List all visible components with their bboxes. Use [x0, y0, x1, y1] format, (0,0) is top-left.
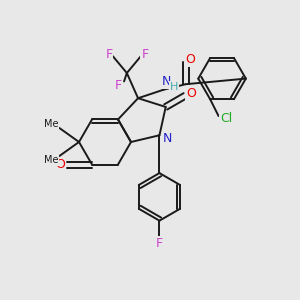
Text: Me: Me	[44, 119, 59, 129]
Text: Me: Me	[44, 155, 59, 165]
Text: F: F	[105, 48, 112, 61]
Text: F: F	[156, 237, 163, 250]
Text: O: O	[55, 158, 65, 171]
Text: H: H	[170, 82, 178, 92]
Text: O: O	[186, 87, 196, 100]
Text: N: N	[163, 132, 172, 145]
Text: F: F	[115, 79, 122, 92]
Text: Cl: Cl	[220, 112, 233, 124]
Text: O: O	[186, 53, 196, 66]
Text: F: F	[141, 48, 148, 61]
Text: N: N	[162, 75, 171, 88]
